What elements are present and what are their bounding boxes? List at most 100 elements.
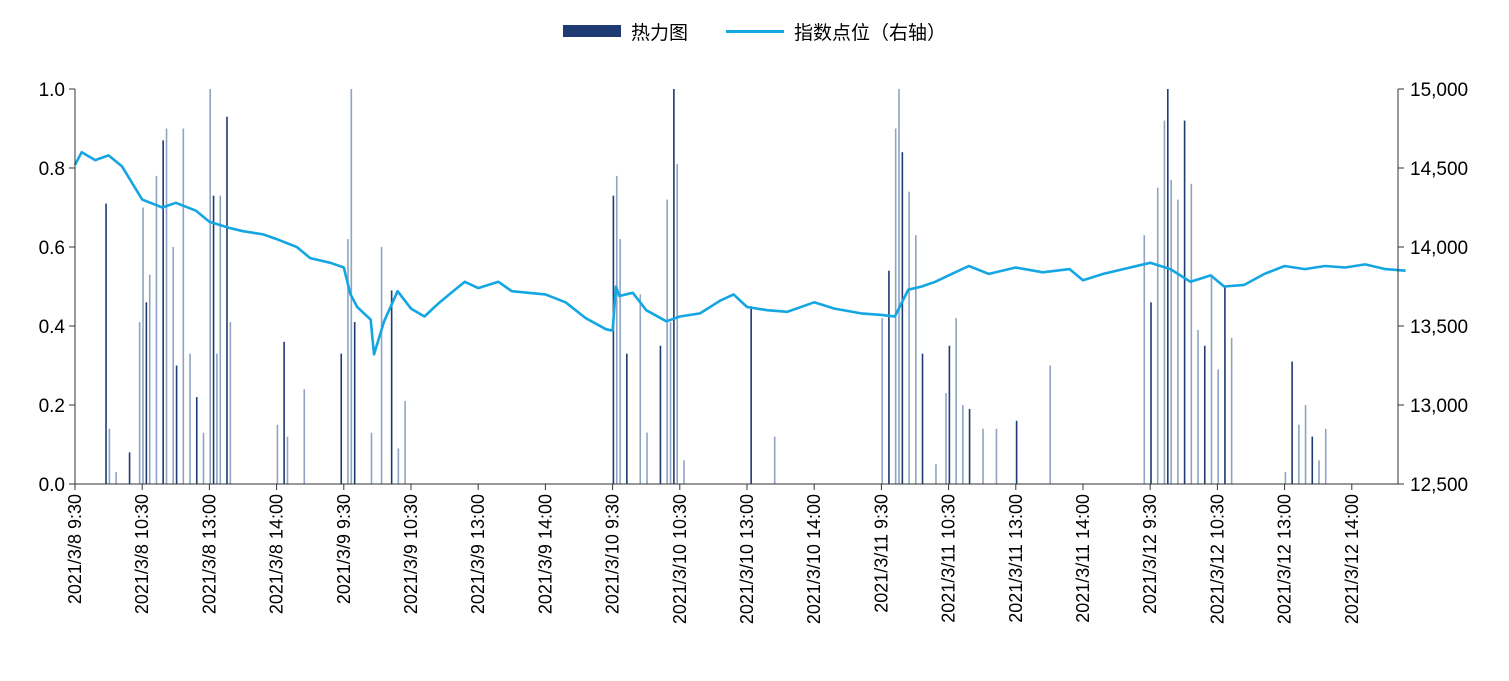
heat-bar [1210, 274, 1213, 484]
heat-bar [901, 152, 904, 484]
heat-bar [673, 89, 675, 484]
heat-bar [968, 408, 971, 484]
heat-bar [1318, 460, 1320, 484]
legend-label-index: 指数点位（右轴） [794, 21, 947, 44]
heat-bar [229, 322, 232, 484]
x-tick-label: 2021/3/8 13:00 [199, 494, 219, 614]
heat-bar [1224, 286, 1226, 484]
heat-bar [148, 274, 151, 484]
heat-bar [921, 353, 924, 484]
heat-bar [353, 322, 356, 484]
heat-bar [1183, 120, 1186, 484]
heat-bar [908, 191, 910, 484]
heat-bar [915, 235, 917, 484]
heat-bar [303, 389, 306, 484]
heat-bar [276, 424, 279, 484]
heat-bar [646, 432, 648, 484]
heat-bar [175, 365, 178, 484]
heat-bar [145, 302, 148, 484]
legend-label-heatmap: 热力图 [630, 21, 688, 44]
x-tick-label: 2021/3/9 9:30 [334, 494, 354, 604]
heat-bar [404, 401, 406, 484]
heat-bar [286, 436, 289, 484]
heat-bar [995, 428, 998, 484]
heat-bar [1156, 187, 1159, 484]
heat-bar [128, 452, 131, 484]
heat-bar [773, 436, 776, 484]
heat-bar [639, 294, 642, 484]
legend-line-swatch [726, 29, 784, 33]
right-tick-label: 15,000 [1410, 80, 1468, 101]
heat-bar [612, 195, 615, 484]
heat-bar [397, 448, 400, 484]
heat-bar [945, 393, 947, 484]
heat-bar [1177, 199, 1179, 484]
right-tick-label: 12,500 [1410, 475, 1468, 496]
x-tick-label: 2021/3/10 10:30 [670, 494, 690, 624]
heat-bar [1150, 302, 1152, 484]
left-tick-label: 0.8 [39, 159, 65, 180]
heat-bar [1291, 361, 1293, 484]
x-tick-label: 2021/3/10 9:30 [603, 494, 623, 614]
x-tick-label: 2021/3/11 10:30 [939, 494, 959, 623]
x-tick-label: 2021/3/9 14:00 [535, 494, 555, 614]
heat-bar [189, 353, 191, 484]
left-tick-label: 1.0 [39, 80, 65, 101]
heat-bar [1049, 365, 1051, 484]
heat-bar [626, 353, 628, 484]
heat-bar [209, 89, 211, 484]
heat-bar [894, 128, 897, 484]
heat-bar [962, 405, 964, 484]
heat-bar [615, 175, 618, 484]
heat-bar [162, 140, 164, 484]
right-tick-label: 13,000 [1410, 396, 1468, 417]
heat-bar [948, 345, 951, 484]
heat-bar [659, 345, 662, 484]
x-tick-label: 2021/3/12 9:30 [1140, 494, 1160, 614]
left-tick-label: 0.4 [39, 317, 66, 338]
index-line-layer [73, 150, 1406, 356]
heat-bar [142, 207, 144, 484]
axes-layer: 0.0 0.2 0.4 0.6 0.8 1.0 12,500 13,000 13,500 14,0… [39, 80, 1469, 624]
x-tick-label: 2021/3/8 14:00 [267, 494, 287, 614]
heat-bar [676, 164, 679, 485]
left-tick-label: 0.2 [39, 396, 65, 417]
heat-bar [1197, 329, 1199, 484]
heat-bar [1170, 179, 1172, 484]
x-tick-label: 2021/3/12 13:00 [1275, 494, 1295, 624]
x-tick-label: 2021/3/12 14:00 [1342, 494, 1362, 624]
x-tick-label: 2021/3/9 10:30 [401, 494, 421, 614]
heat-bar [619, 239, 621, 484]
heat-bar [1284, 472, 1287, 484]
x-tick-label: 2021/3/8 9:30 [65, 494, 85, 604]
left-tick-label: 0.0 [39, 475, 65, 496]
heat-bar [683, 460, 685, 484]
x-tick-label: 2021/3/9 13:00 [468, 494, 488, 614]
right-tick-label: 13,500 [1410, 317, 1468, 338]
heat-bar [1167, 89, 1169, 484]
heat-bar [108, 428, 111, 484]
heat-bar [666, 199, 668, 484]
x-tick-label: 2021/3/11 14:00 [1073, 494, 1093, 623]
heat-bar [283, 341, 285, 484]
heat-bar [1143, 235, 1146, 484]
heat-bar [1230, 337, 1233, 484]
heat-bar [982, 428, 984, 484]
x-tick-label: 2021/3/11 13:00 [1006, 494, 1026, 623]
heat-bar [898, 89, 900, 484]
legend: 热力图 指数点位（右轴） [0, 18, 1509, 44]
heat-bar [669, 322, 672, 484]
heat-bar [350, 89, 353, 484]
heat-bar [1298, 424, 1300, 484]
legend-item-index: 指数点位（右轴） [726, 18, 946, 45]
right-tick-label: 14,000 [1410, 238, 1468, 259]
x-tick-label: 2021/3/11 9:30 [871, 494, 891, 613]
legend-bar-swatch [562, 25, 621, 37]
heat-bar [1304, 405, 1307, 484]
legend-item-heatmap: 热力图 [562, 18, 688, 45]
heat-bar [212, 195, 215, 484]
right-tick-label: 14,500 [1410, 159, 1468, 180]
heat-bar [380, 247, 383, 484]
left-tick-label: 0.6 [39, 238, 65, 259]
